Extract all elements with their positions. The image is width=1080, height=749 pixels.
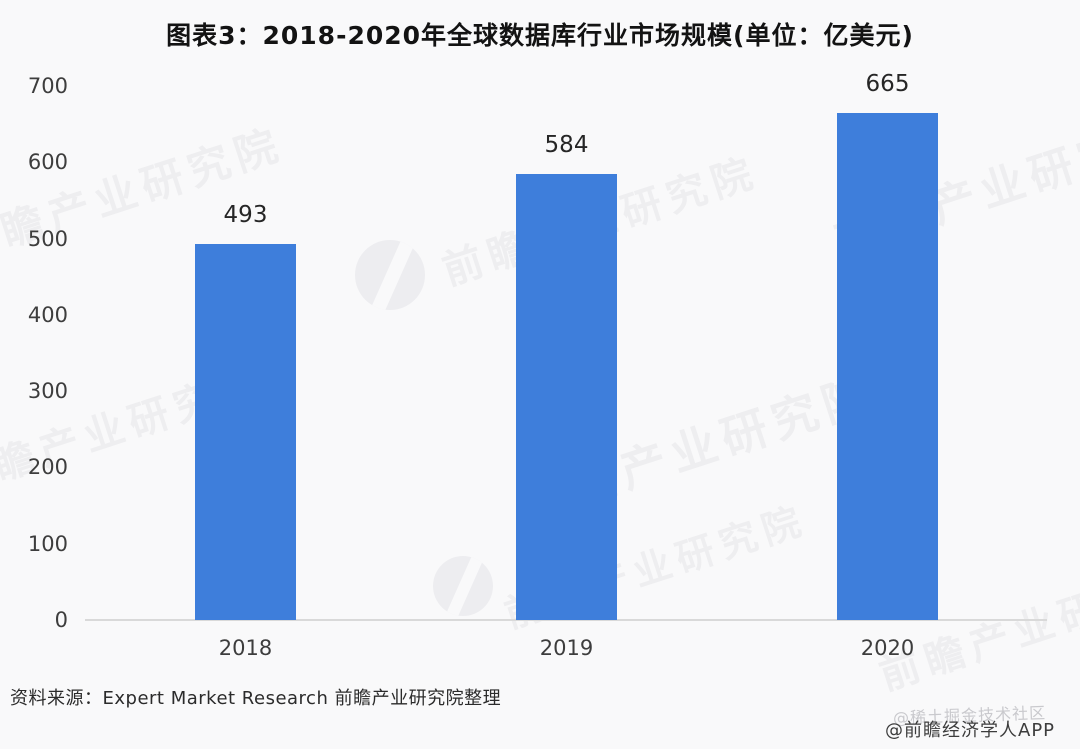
qianzhan-logo-icon <box>433 556 493 616</box>
y-tick-label: 600 <box>27 150 68 175</box>
x-axis-line <box>85 619 1047 621</box>
y-tick-label: 400 <box>27 302 68 327</box>
y-tick-label: 500 <box>27 226 68 251</box>
y-tick-label: 100 <box>27 531 68 556</box>
qianzhan-logo-icon <box>355 240 425 310</box>
value-label-2019: 584 <box>544 132 589 158</box>
y-tick-label: 300 <box>27 379 68 404</box>
source-note: 资料来源：Expert Market Research 前瞻产业研究院整理 <box>10 688 502 709</box>
value-label-2020: 665 <box>865 71 910 97</box>
x-tick-label-2018: 2018 <box>218 636 273 660</box>
bar-2018 <box>195 244 296 620</box>
y-tick-label: 0 <box>54 608 68 632</box>
x-tick-label-2019: 2019 <box>539 636 594 660</box>
bar-2020 <box>837 113 938 620</box>
credit-text: @前瞻经济学人APP <box>885 720 1056 741</box>
bar-2019 <box>516 174 617 620</box>
chart-title: 图表3：2018-2020年全球数据库行业市场规模(单位：亿美元) <box>166 21 914 50</box>
x-tick-label-2020: 2020 <box>860 636 915 660</box>
value-label-2018: 493 <box>223 202 268 228</box>
y-tick-label: 200 <box>27 455 68 480</box>
y-tick-label: 700 <box>27 74 68 98</box>
